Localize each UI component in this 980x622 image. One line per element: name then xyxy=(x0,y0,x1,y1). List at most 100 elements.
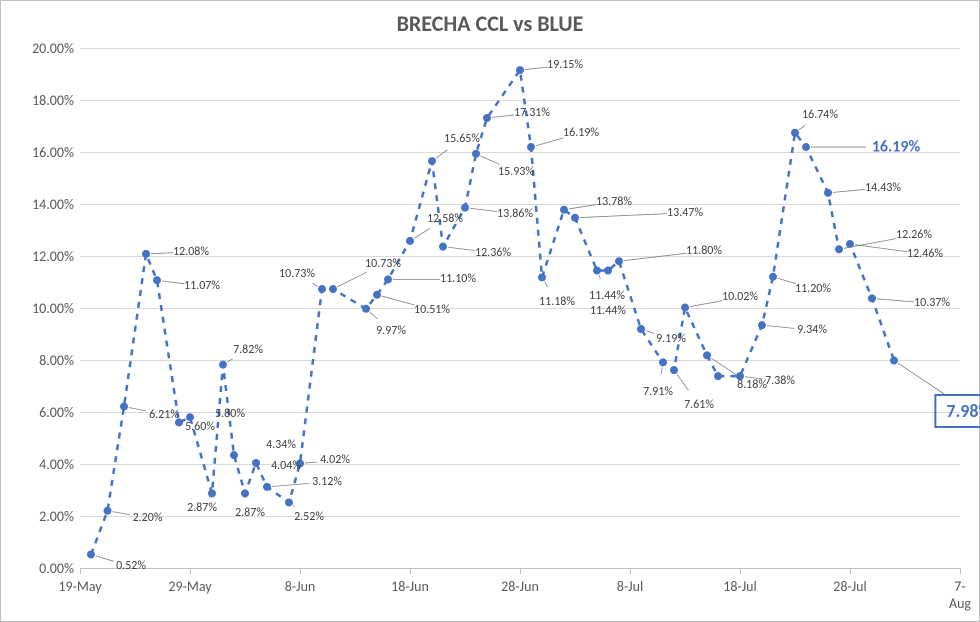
data-label: 11.07% xyxy=(184,279,220,293)
series-marker xyxy=(120,403,128,411)
leader-line xyxy=(778,278,796,283)
series-marker xyxy=(868,294,876,302)
leader-line xyxy=(525,67,547,69)
leader-line xyxy=(151,253,173,254)
leader-line xyxy=(580,214,667,218)
series-marker xyxy=(230,451,238,459)
data-label: 2.52% xyxy=(294,510,324,524)
leader-line xyxy=(470,208,497,211)
series-marker xyxy=(670,366,678,374)
series-marker xyxy=(483,114,491,122)
data-label: 2.87% xyxy=(187,501,217,515)
series-marker xyxy=(87,550,95,558)
data-label: 10.73% xyxy=(365,257,401,271)
series-marker xyxy=(791,129,799,137)
data-label: 6.21% xyxy=(149,408,179,422)
data-label: 12.46% xyxy=(907,247,943,261)
leader-line xyxy=(545,282,548,287)
data-label: 9.97% xyxy=(376,324,406,338)
series-marker xyxy=(835,245,843,253)
series-marker xyxy=(373,291,381,299)
data-label: 4.02% xyxy=(320,453,350,467)
data-label: 12.36% xyxy=(475,246,511,260)
data-label: 11.20% xyxy=(795,282,831,296)
data-label: 0.52% xyxy=(116,559,146,573)
data-label: 15.93% xyxy=(498,165,534,179)
series-marker xyxy=(758,321,766,329)
series-marker xyxy=(560,206,568,214)
data-label: 4.04% xyxy=(271,459,301,473)
data-label: 12.26% xyxy=(896,228,932,242)
leader-line xyxy=(162,281,184,284)
highlight-label: 7.98% xyxy=(934,394,980,428)
data-label: 11.44% xyxy=(590,304,626,318)
series-marker xyxy=(681,303,689,311)
data-label: 10.73% xyxy=(279,267,315,281)
leader-line xyxy=(129,408,146,411)
data-label: 7.91% xyxy=(643,385,673,399)
series-marker xyxy=(285,498,293,506)
series-marker xyxy=(659,358,667,366)
leader-line xyxy=(492,115,514,117)
leader-line xyxy=(646,331,654,334)
series-marker xyxy=(615,257,623,265)
series-marker xyxy=(153,276,161,284)
series-marker xyxy=(824,189,832,197)
data-label: 11.10% xyxy=(440,272,476,286)
data-label: 11.18% xyxy=(539,295,575,309)
series-marker xyxy=(802,143,810,151)
data-label: 5.60% xyxy=(185,420,215,434)
data-label: 19.15% xyxy=(547,58,583,72)
data-label: 12.58% xyxy=(427,212,463,226)
data-label: 11.44% xyxy=(589,289,625,303)
leader-line xyxy=(898,363,944,394)
leader-line xyxy=(624,253,686,260)
series-marker xyxy=(384,275,392,283)
series-marker xyxy=(439,243,447,251)
series-marker xyxy=(104,507,112,515)
series-marker xyxy=(428,157,436,165)
series-marker xyxy=(769,273,777,281)
data-label: 2.20% xyxy=(133,511,163,525)
leader-line xyxy=(112,512,129,515)
series-marker xyxy=(637,325,645,333)
series-marker xyxy=(329,285,337,293)
leader-line xyxy=(312,283,317,286)
series-marker xyxy=(208,489,216,497)
leader-line xyxy=(855,245,907,252)
data-label: 7.61% xyxy=(684,398,714,412)
leader-line xyxy=(436,150,447,158)
series-marker xyxy=(527,143,535,151)
leader-line xyxy=(536,138,564,146)
series-marker xyxy=(516,66,524,74)
series-line xyxy=(91,70,894,554)
series-marker xyxy=(703,351,711,359)
data-label: 14.43% xyxy=(865,181,901,195)
data-label: 9.19% xyxy=(656,332,686,346)
data-label: 16.74% xyxy=(802,108,838,122)
series-marker xyxy=(593,267,601,275)
leader-line xyxy=(569,205,596,209)
data-label: 9.34% xyxy=(797,323,827,337)
leader-line xyxy=(481,156,500,165)
series-marker xyxy=(604,267,612,275)
data-label: 10.02% xyxy=(722,290,758,304)
leader-line xyxy=(382,296,415,305)
series-marker xyxy=(406,237,414,245)
series-marker xyxy=(252,459,260,467)
series-marker xyxy=(219,361,227,369)
leader-line xyxy=(833,189,865,192)
leader-line xyxy=(227,359,232,362)
leader-line xyxy=(293,505,295,506)
series-marker xyxy=(263,483,271,491)
data-label: 13.78% xyxy=(596,195,632,209)
chart-container: BRECHA CCL vs BLUE 0.00%2.00%4.00%6.00%8… xyxy=(0,0,980,622)
highlight-label: 16.19% xyxy=(872,138,920,157)
data-label: 11.80% xyxy=(686,244,722,258)
leader-line xyxy=(661,367,662,374)
leader-line xyxy=(448,247,475,250)
leader-line xyxy=(690,301,722,307)
data-label: 13.86% xyxy=(497,207,533,221)
data-label: 2.87% xyxy=(235,506,265,520)
leader-line xyxy=(96,556,114,561)
